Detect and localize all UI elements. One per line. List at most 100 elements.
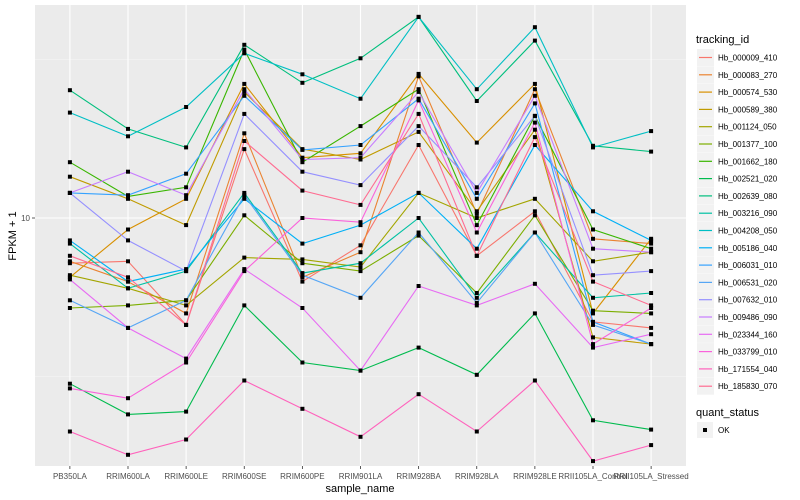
data-point: [67, 174, 72, 179]
data-point: [474, 216, 479, 220]
data-point: [474, 99, 479, 103]
data-point: [416, 345, 421, 350]
data-point: [300, 188, 305, 193]
data-point: [474, 246, 479, 251]
x-axis-title: sample_name: [325, 483, 394, 495]
data-point: [67, 160, 72, 165]
data-point: [242, 255, 247, 260]
data-point: [184, 360, 189, 365]
data-point: [300, 279, 305, 284]
data-point: [300, 160, 305, 165]
x-tick-label: RRII105LA_Stressed: [614, 472, 689, 481]
x-tick-label: RRIM600SE: [222, 472, 266, 481]
data-point: [416, 216, 421, 220]
x-tick-label: RRIM600LA: [106, 472, 150, 481]
data-point: [532, 38, 537, 43]
data-point: [416, 89, 421, 94]
data-point: [242, 111, 247, 116]
data-point: [358, 202, 363, 207]
data-point: [474, 253, 479, 258]
data-point: [591, 236, 595, 241]
data-point: [358, 183, 363, 188]
data-point: [242, 131, 247, 136]
data-point: [67, 306, 72, 310]
data-point: [242, 81, 247, 86]
data-point: [532, 311, 537, 316]
data-point: [242, 303, 247, 308]
data-point: [67, 110, 72, 115]
data-point: [532, 143, 537, 147]
data-point: [242, 93, 247, 98]
data-points: [67, 14, 654, 464]
data-point: [591, 259, 595, 264]
data-point: [184, 185, 189, 190]
data-point: [649, 427, 654, 432]
data-point: [474, 196, 479, 201]
data-point: [649, 246, 654, 251]
data-point: [532, 93, 537, 98]
data-point: [532, 378, 537, 383]
data-point: [591, 345, 595, 350]
data-point: [242, 378, 247, 383]
data-point: [649, 311, 654, 316]
data-point: [591, 227, 595, 232]
legend-label: Hb_006031_010: [718, 261, 778, 270]
legend-label-ok: OK: [718, 426, 730, 435]
data-point: [474, 303, 479, 308]
data-point: [126, 275, 130, 280]
data-point: [474, 185, 479, 190]
data-point: [591, 418, 595, 423]
legend-ok-square-icon: [703, 428, 707, 432]
legend-label: Hb_023344_160: [718, 330, 778, 339]
data-point: [242, 139, 247, 143]
data-point: [416, 392, 421, 397]
data-point: [242, 190, 247, 195]
data-point: [474, 87, 479, 92]
data-point: [532, 213, 537, 218]
legend-label: Hb_001662_180: [718, 157, 778, 166]
data-point: [126, 238, 130, 243]
data-point: [358, 155, 363, 160]
data-point: [474, 140, 479, 145]
data-point: [184, 269, 189, 274]
legend-label: Hb_006531_020: [718, 278, 778, 287]
data-point: [649, 129, 654, 134]
legend-label: Hb_000083_270: [718, 71, 778, 80]
data-point: [358, 151, 363, 156]
data-point: [416, 233, 421, 238]
data-point: [358, 295, 363, 300]
data-point: [416, 190, 421, 195]
data-point: [591, 322, 595, 327]
data-point: [358, 434, 363, 439]
data-point: [649, 443, 654, 448]
data-point: [242, 196, 247, 201]
data-point: [126, 303, 130, 308]
legend-title-tracking-id: tracking_id: [696, 34, 749, 46]
data-point: [474, 211, 479, 216]
data-point: [416, 129, 421, 134]
data-point: [649, 238, 654, 243]
data-point: [126, 227, 130, 232]
data-point: [126, 193, 130, 198]
data-point: [591, 273, 595, 278]
data-point: [358, 261, 363, 266]
x-tick-label: RRIM600LE: [164, 472, 208, 481]
data-point: [126, 286, 130, 291]
data-point: [184, 145, 189, 150]
legend-title-quant-status: quant_status: [696, 407, 759, 419]
legend-label: Hb_185830_070: [718, 382, 778, 391]
data-point: [532, 281, 537, 286]
data-point: [184, 193, 189, 198]
data-point: [67, 238, 72, 243]
data-point: [358, 56, 363, 61]
x-tick-label: RRIM928BA: [396, 472, 441, 481]
data-point: [591, 319, 595, 324]
x-tick-label: RRIM600PE: [280, 472, 324, 481]
data-point: [126, 259, 130, 264]
data-point: [126, 134, 130, 139]
data-point: [416, 71, 421, 76]
data-point: [591, 279, 595, 284]
data-point: [242, 47, 247, 52]
data-point: [67, 386, 72, 391]
